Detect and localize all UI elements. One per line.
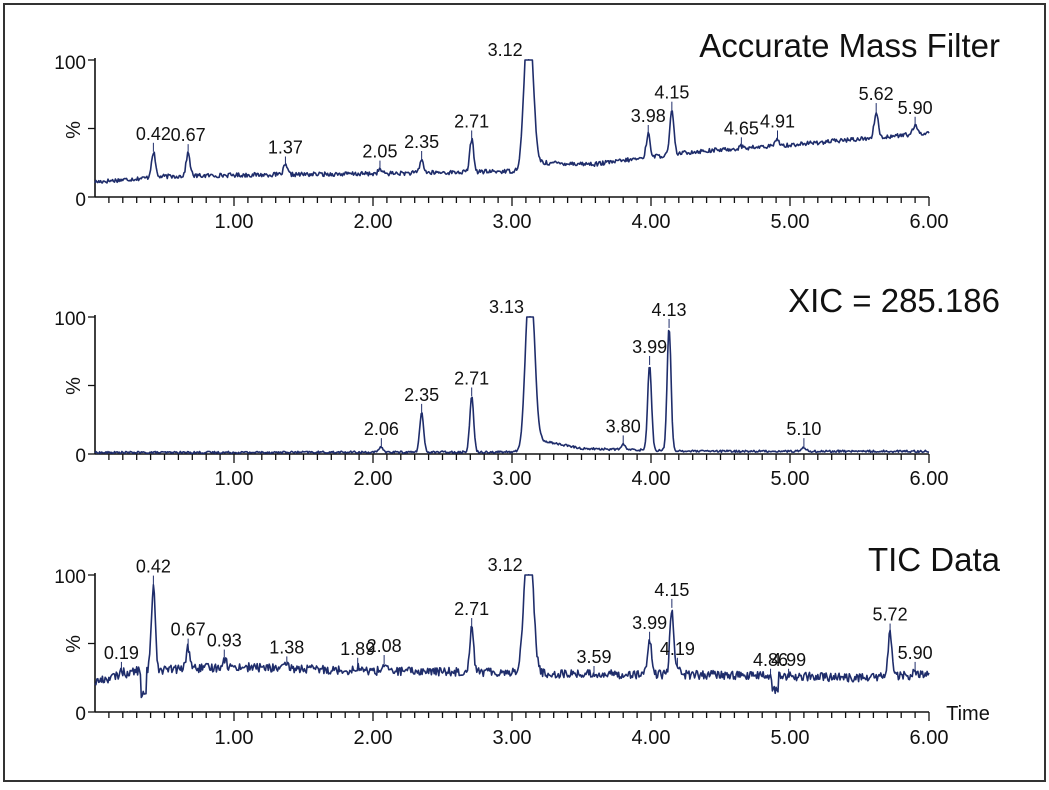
y-tick-label-max: 100 xyxy=(54,53,86,74)
peak-label: 4.91 xyxy=(760,111,795,131)
x-tick-label: 2.00 xyxy=(354,727,393,749)
peak-label: 4.65 xyxy=(724,118,759,138)
peak-label: 4.99 xyxy=(771,650,806,670)
peak-label: 4.86 xyxy=(753,650,788,670)
peak-label: 3.98 xyxy=(631,106,666,126)
peak-label: 2.06 xyxy=(364,419,399,439)
peak-label: 0.42 xyxy=(136,557,171,577)
peak-label: 1.89 xyxy=(340,639,375,659)
y-tick-label-min: 0 xyxy=(75,190,86,211)
x-tick-label: 6.00 xyxy=(910,211,949,233)
peak-labels: 2.062.35 2.71 3.13 3.80 3.99 4.13 5.10 xyxy=(364,297,821,448)
peak-label: 0.42 xyxy=(136,124,171,144)
y-tick-label-min: 0 xyxy=(75,704,86,725)
peak-label: 0.19 xyxy=(104,643,139,663)
peak-label: 2.71 xyxy=(454,111,489,131)
peak-label: 3.99 xyxy=(632,337,667,357)
peak-label: 5.90 xyxy=(898,643,933,663)
x-tick-label: 1.00 xyxy=(215,211,254,233)
x-tick-label: 2.00 xyxy=(354,468,393,490)
peak-label: 3.12 xyxy=(488,555,523,575)
x-tick-label: 5.00 xyxy=(771,727,810,749)
peak-label: 5.90 xyxy=(898,98,933,118)
panel-xic: XIC = 285.186 % 100 0 1.00 2.00 3.00 4.0… xyxy=(54,282,1000,490)
x-axis-label: Time xyxy=(946,703,990,725)
x-tick-label: 5.00 xyxy=(771,468,810,490)
peak-label: 4.19 xyxy=(660,639,695,659)
x-tick-label: 1.00 xyxy=(215,468,254,490)
x-tick-label: 1.00 xyxy=(215,727,254,749)
x-tick-label: 4.00 xyxy=(632,211,671,233)
peak-labels: 0.19 0.42 0.670.93 1.38 1.892.08 2.71 3.12 3.59… xyxy=(104,555,933,678)
peak-label: 2.71 xyxy=(454,599,489,619)
panel-title: XIC = 285.186 xyxy=(788,282,1000,319)
peak-label: 4.13 xyxy=(652,300,687,320)
peak-label: 4.15 xyxy=(654,83,689,103)
x-tick-label: 5.00 xyxy=(771,211,810,233)
peak-label: 3.80 xyxy=(606,416,641,436)
y-tick-label-min: 0 xyxy=(75,446,86,467)
peak-label: 3.12 xyxy=(488,40,523,60)
panel-accurate-mass-filter: Accurate Mass Filter % 100 0 1.00 2.00 3… xyxy=(54,27,1000,233)
y-axis-label: % xyxy=(63,635,85,653)
x-tick-label: 3.00 xyxy=(493,468,532,490)
y-tick-label-max: 100 xyxy=(54,309,86,330)
peak-label: 2.71 xyxy=(454,368,489,388)
chromatogram-trace xyxy=(94,574,930,699)
panel-axes xyxy=(88,58,930,206)
panel-axes xyxy=(88,573,930,721)
peak-label: 4.15 xyxy=(654,580,689,600)
y-axis-label: % xyxy=(63,377,85,395)
peak-label: 5.62 xyxy=(859,84,894,104)
chromatogram-trace xyxy=(94,59,930,184)
panel-title: Accurate Mass Filter xyxy=(699,27,1000,64)
y-axis-label: % xyxy=(63,121,85,139)
peak-labels: 0.42 0.67 1.37 2.05 2.35 2.71 3.12 3.98 4.15 4.65… xyxy=(136,40,933,170)
panel-title: TIC Data xyxy=(868,541,1001,578)
x-tick-label: 3.00 xyxy=(493,211,532,233)
x-tick-label: 4.00 xyxy=(632,727,671,749)
chromatogram-trace xyxy=(94,316,930,455)
peak-label: 0.67 xyxy=(171,125,206,145)
peak-label: 2.35 xyxy=(404,132,439,152)
peak-label: 0.67 xyxy=(171,620,206,640)
peak-label: 2.08 xyxy=(367,636,402,656)
peak-label: 0.93 xyxy=(207,631,242,651)
peak-label: 3.59 xyxy=(576,647,611,667)
peak-label: 3.13 xyxy=(489,297,524,317)
y-tick-label-max: 100 xyxy=(54,567,86,588)
x-tick-label: 2.00 xyxy=(354,211,393,233)
peak-label: 2.05 xyxy=(362,142,397,162)
x-tick-label: 4.00 xyxy=(632,468,671,490)
peak-label: 1.37 xyxy=(268,137,303,157)
x-tick-label: 3.00 xyxy=(493,727,532,749)
peak-label: 2.35 xyxy=(404,385,439,405)
panel-tic-data: TIC Data % 100 0 1.00 2.00 3.00 4.00 5.0… xyxy=(54,541,1000,749)
figure-frame xyxy=(3,3,1046,782)
x-tick-label: 6.00 xyxy=(910,468,949,490)
peak-label: 5.72 xyxy=(873,605,908,625)
peak-label: 1.38 xyxy=(269,637,304,657)
panel-axes xyxy=(88,315,930,463)
peak-label: 5.10 xyxy=(786,419,821,439)
peak-label: 3.99 xyxy=(632,613,667,633)
x-tick-label: 6.00 xyxy=(910,727,949,749)
